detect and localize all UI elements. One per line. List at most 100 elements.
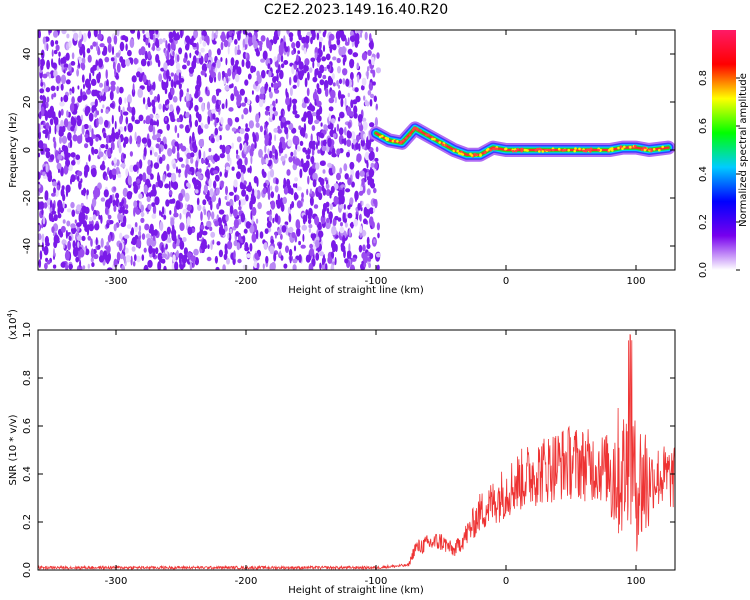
heatmap-cell xyxy=(190,157,194,164)
heatmap-cell xyxy=(297,50,301,55)
heatmap-cell xyxy=(172,254,176,263)
heatmap-cell xyxy=(342,57,346,66)
heatmap-cell xyxy=(211,30,215,41)
heatmap-cell xyxy=(272,177,276,184)
signal-trace-point xyxy=(419,129,423,132)
heatmap-cell xyxy=(49,199,53,209)
heatmap-cell xyxy=(347,204,351,210)
heatmap-cell xyxy=(123,255,126,264)
signal-trace-point xyxy=(493,147,496,151)
heatmap-cell xyxy=(339,226,345,234)
heatmap-cell xyxy=(53,92,57,98)
heatmap-cell xyxy=(244,96,248,104)
heatmap-cell xyxy=(269,263,275,270)
heatmap-cell xyxy=(150,189,156,197)
heatmap-cell xyxy=(369,99,373,107)
heatmap-cell xyxy=(76,265,83,270)
heatmap-cell xyxy=(364,151,370,161)
heatmap-cell xyxy=(267,191,271,201)
heatmap-cell xyxy=(350,72,354,80)
heatmap-cell xyxy=(342,68,348,76)
heatmap-cell xyxy=(256,70,260,78)
heatmap-cell xyxy=(204,124,209,129)
heatmap-cell xyxy=(300,244,306,249)
heatmap-cell xyxy=(249,243,253,252)
heatmap-cell xyxy=(296,186,302,191)
heatmap-cell xyxy=(283,263,288,269)
heatmap-cell xyxy=(283,60,289,65)
heatmap-cell xyxy=(360,32,362,38)
heatmap-cell xyxy=(90,248,94,259)
heatmap-cell xyxy=(119,253,124,260)
x-tick-label: -300 xyxy=(105,576,128,587)
heatmap-cell xyxy=(175,80,181,85)
heatmap-cell xyxy=(330,89,336,99)
heatmap-cell xyxy=(245,221,251,229)
heatmap-cell xyxy=(52,181,58,187)
heatmap-cell xyxy=(211,137,215,144)
heatmap-cell xyxy=(237,44,240,51)
heatmap-cell xyxy=(347,250,349,260)
heatmap-cell xyxy=(353,112,358,119)
heatmap-cell xyxy=(314,119,320,125)
heatmap-cell xyxy=(202,199,207,206)
heatmap-cell xyxy=(311,149,315,156)
heatmap-cell xyxy=(185,164,190,172)
heatmap-cell xyxy=(303,42,309,50)
heatmap-cell xyxy=(354,87,359,93)
heatmap-cell xyxy=(140,211,145,217)
signal-trace-point xyxy=(504,147,508,151)
heatmap-cell xyxy=(309,248,315,257)
heatmap-cell xyxy=(70,223,76,229)
heatmap-cell xyxy=(277,30,281,37)
heatmap-cell xyxy=(338,116,341,122)
heatmap-cell xyxy=(163,143,167,150)
heatmap-cell xyxy=(330,264,335,270)
heatmap-cell xyxy=(306,87,310,97)
heatmap-cell xyxy=(256,177,259,187)
heatmap-cell xyxy=(374,157,379,162)
heatmap-cell xyxy=(91,262,95,268)
heatmap-cell xyxy=(328,106,334,112)
heatmap-cell xyxy=(322,188,327,196)
heatmap-cell xyxy=(210,111,214,122)
heatmap-cell xyxy=(176,54,180,62)
signal-trace-point xyxy=(652,148,656,151)
heatmap-cell xyxy=(289,256,292,264)
heatmap-cell xyxy=(317,70,322,79)
heatmap-cell xyxy=(111,114,114,125)
heatmap-cell xyxy=(279,141,283,150)
heatmap-cell xyxy=(285,97,291,106)
heatmap-cell xyxy=(347,212,353,219)
signal-trace-point xyxy=(523,148,527,152)
heatmap-cell xyxy=(114,120,117,130)
heatmap-cell xyxy=(125,43,128,51)
heatmap-cell xyxy=(172,163,177,170)
heatmap-cell xyxy=(119,115,123,125)
heatmap-cell xyxy=(364,169,367,180)
heatmap-cell xyxy=(148,42,151,48)
heatmap-cell xyxy=(375,103,378,110)
heatmap-cell xyxy=(227,240,233,250)
heatmap-cell xyxy=(117,212,122,221)
heatmap-cell xyxy=(178,47,183,55)
heatmap-cell xyxy=(145,38,149,46)
heatmap-cell xyxy=(51,218,55,223)
heatmap-cell xyxy=(105,143,109,150)
heatmap-cell xyxy=(332,133,337,138)
heatmap-cell xyxy=(269,168,275,178)
heatmap-cell xyxy=(216,241,221,246)
heatmap-cell xyxy=(59,101,65,107)
heatmap-cell xyxy=(275,178,279,185)
heatmap-cell xyxy=(292,258,298,264)
heatmap-cell xyxy=(118,242,123,252)
heatmap-cell xyxy=(88,112,94,122)
heatmap-cell xyxy=(326,217,330,224)
heatmap-cell xyxy=(307,175,310,185)
heatmap-cell xyxy=(112,61,116,70)
heatmap-cell xyxy=(358,244,363,253)
heatmap-cell xyxy=(254,252,259,260)
heatmap-cell xyxy=(85,248,90,256)
heatmap-cell xyxy=(129,135,133,145)
heatmap-cell xyxy=(51,226,55,234)
